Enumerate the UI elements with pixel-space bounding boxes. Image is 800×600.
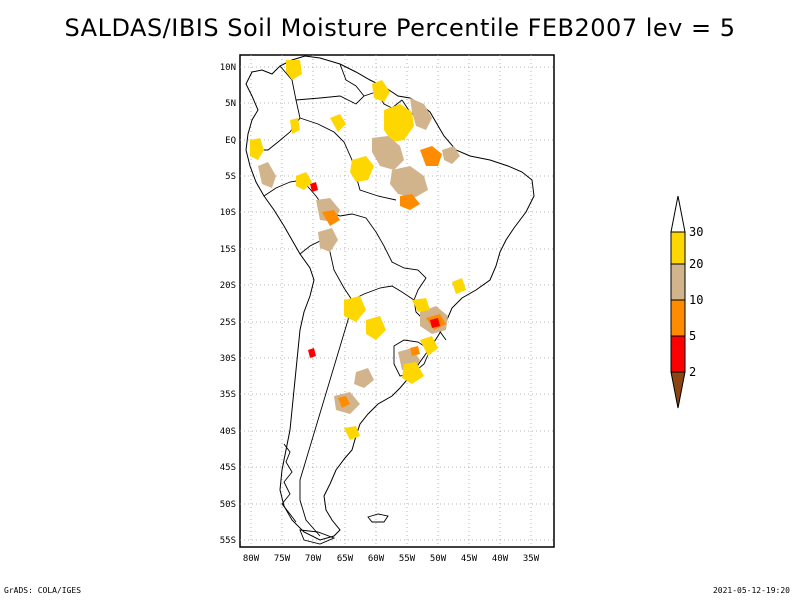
colorbar-label: 5 (689, 329, 696, 343)
colorbar-bottom-triangle (670, 371, 686, 409)
lon-label: 50W (430, 554, 447, 564)
percentile-shading (250, 60, 466, 440)
footer-timestamp: 2021-05-12-19:20 (712, 586, 790, 595)
lon-axis-labels: 80W 75W 70W 65W 60W 55W 50W 45W 40W 35W (243, 554, 540, 564)
colorbar (670, 195, 686, 409)
footer-credit: GrADS: COLA/IGES (4, 586, 82, 595)
lon-label: 70W (305, 554, 322, 564)
lat-axis-labels: 10N 5N EQ 5S 10S 15S 20S 25S 30S 35S 40S… (220, 63, 236, 546)
lat-label: 45S (220, 463, 236, 473)
colorbar-label: 30 (689, 225, 703, 239)
lat-label: 40S (220, 427, 236, 437)
chile-coast-islands (281, 443, 297, 523)
lat-label: 5N (225, 99, 236, 109)
lat-label: 55S (220, 536, 236, 546)
lon-label: 80W (243, 554, 260, 564)
colorbar-bin-20-30 (670, 231, 686, 265)
colorbar-top-triangle (670, 195, 686, 233)
colorbar-bin-10-20 (670, 263, 686, 301)
lat-label: 50S (220, 500, 236, 510)
continent-outline (245, 55, 535, 541)
colorbar-bin-5-10 (670, 299, 686, 337)
lon-label: 45W (461, 554, 478, 564)
lon-label: 60W (368, 554, 385, 564)
lon-label: 65W (337, 554, 354, 564)
falkland-islands (367, 513, 389, 523)
lon-label: 40W (492, 554, 509, 564)
colorbar-label: 2 (689, 365, 696, 379)
lon-label: 75W (274, 554, 291, 564)
lat-label: 10N (220, 63, 236, 73)
colorbar-labels: 30 20 10 5 2 (689, 225, 703, 379)
lon-label: 35W (523, 554, 540, 564)
lat-label: 30S (220, 354, 236, 364)
lat-label: 20S (220, 281, 236, 291)
lat-label: 10S (220, 208, 236, 218)
lon-label: 55W (399, 554, 416, 564)
lat-label: 5S (225, 172, 236, 182)
lat-label: EQ (225, 136, 236, 146)
colorbar-label: 10 (689, 293, 703, 307)
colorbar-bin-2-5 (670, 335, 686, 373)
lat-label: 25S (220, 318, 236, 328)
lat-label: 35S (220, 390, 236, 400)
map-title: SALDAS/IBIS Soil Moisture Percentile FEB… (64, 14, 736, 42)
lat-label: 15S (220, 245, 236, 255)
colorbar-label: 20 (689, 257, 703, 271)
tierra-del-fuego (299, 529, 336, 545)
